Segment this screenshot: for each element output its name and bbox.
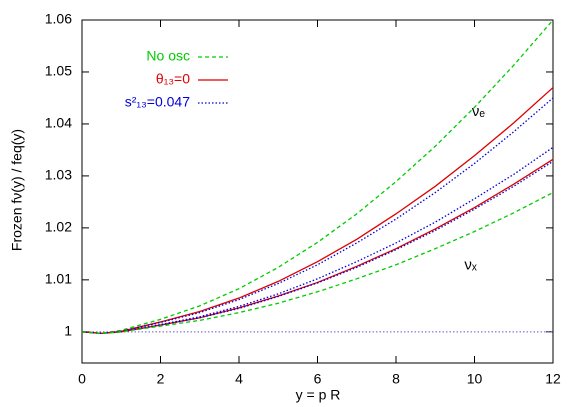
- x-tick-label: 4: [235, 371, 243, 387]
- y-tick-label: 1: [64, 323, 72, 339]
- legend-label: θ₁₃=0: [156, 71, 190, 87]
- y-tick-label: 1.02: [45, 219, 72, 235]
- y-tick-label: 1.05: [45, 63, 72, 79]
- series-line: [81, 97, 554, 335]
- y-tick-label: 1.04: [45, 115, 72, 131]
- y-tick-label: 1.03: [45, 167, 72, 183]
- x-tick-label: 8: [392, 371, 400, 387]
- legend-label: s²₁₃=0.047: [125, 94, 191, 110]
- x-tick-label: 12: [545, 371, 561, 387]
- series-line: [81, 146, 554, 335]
- y-tick-label: 1.06: [45, 11, 72, 27]
- series-line: [81, 191, 554, 335]
- x-tick-label: 10: [467, 371, 483, 387]
- series-line: [81, 160, 554, 335]
- legend-label: No osc: [146, 48, 190, 64]
- x-tick-label: 6: [314, 371, 322, 387]
- series-line: [81, 19, 554, 335]
- series-line: [81, 87, 554, 335]
- x-axis-label: y = p R: [296, 387, 341, 403]
- annotation: νₓ: [464, 256, 477, 273]
- annotation: νₑ: [472, 103, 486, 120]
- plot-frame: [81, 19, 554, 364]
- y-axis-label: Frozen fν(y) / feq(y): [9, 129, 25, 251]
- series-line: [81, 158, 554, 335]
- x-tick-label: 2: [157, 371, 165, 387]
- y-tick-label: 1.01: [45, 271, 72, 287]
- x-tick-label: 0: [78, 371, 86, 387]
